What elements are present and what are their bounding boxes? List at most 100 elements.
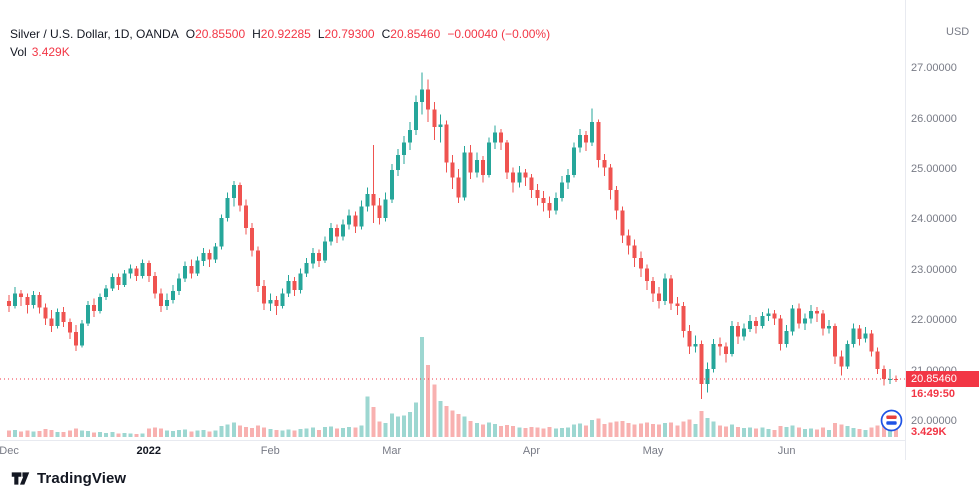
symbol-title[interactable]: Silver / U.S. Dollar, 1D, OANDA — [10, 27, 179, 41]
price-axis[interactable]: USD 20.85460 16:49:50 3.429K 27.00000 26.… — [905, 0, 979, 460]
candle-body — [869, 333, 874, 352]
volume-bar — [608, 422, 613, 437]
volume-bar — [420, 336, 425, 437]
candle-body — [754, 321, 759, 327]
volume-bar — [219, 426, 224, 437]
tradingview-logo[interactable]: TradingView — [10, 468, 126, 489]
candle-body — [499, 132, 504, 143]
volume-bar — [547, 427, 552, 437]
candle-body — [699, 343, 704, 385]
volume-bar — [310, 427, 315, 437]
time-axis[interactable]: Dec 2022 Feb Mar Apr May Jun — [0, 440, 905, 460]
volume-bar — [845, 426, 850, 437]
candle-body — [110, 276, 115, 289]
volume-bar — [304, 428, 309, 437]
candle-body — [723, 346, 728, 354]
candle-body — [55, 312, 60, 327]
volume-bar — [754, 428, 759, 437]
volume-bar — [675, 425, 680, 437]
open-value: 20.85500 — [195, 27, 246, 41]
candle-body — [766, 313, 771, 317]
volume-bar — [778, 426, 783, 437]
volume-bar — [493, 423, 497, 437]
chart-pane[interactable]: Silver / U.S. Dollar, 1D, OANDA O20.85500… — [0, 0, 905, 440]
volume-bar — [693, 423, 698, 437]
volume-bar — [468, 420, 473, 437]
volume-bar — [815, 429, 819, 437]
volume-bar — [250, 428, 254, 437]
volume-bar — [669, 422, 674, 437]
volume-bar — [572, 424, 576, 437]
candle-body — [553, 197, 558, 211]
volume-bar — [316, 430, 321, 437]
volume-bar — [626, 423, 631, 437]
volume-bar — [213, 430, 218, 437]
candle-body — [772, 313, 777, 319]
volume-bar — [723, 426, 728, 437]
close-value: 20.85460 — [390, 27, 441, 41]
candle-body — [116, 276, 121, 285]
candle-body — [602, 160, 607, 168]
volume-bar — [657, 424, 661, 437]
volume-bar — [596, 418, 601, 437]
economic-event-icon[interactable] — [880, 409, 903, 432]
candle-body — [590, 122, 595, 143]
candle-body — [468, 152, 473, 173]
candle-body — [292, 280, 297, 290]
candle-body — [887, 378, 892, 380]
volume-bar — [104, 432, 109, 437]
volume-bar — [456, 414, 461, 437]
candle-body — [73, 332, 78, 346]
candle-body — [213, 246, 218, 260]
candle-body — [517, 172, 522, 183]
volume-bar — [687, 419, 692, 437]
volume-bar — [426, 365, 431, 437]
candle-body — [286, 280, 291, 294]
time-tick-label: 2022 — [136, 445, 161, 457]
candle-body — [231, 185, 236, 198]
candle-body — [158, 293, 163, 307]
candle-body — [322, 241, 327, 261]
volume-bar — [444, 405, 449, 437]
candle-body — [298, 273, 303, 290]
volume-bar — [86, 431, 90, 437]
candle-body — [511, 172, 516, 183]
volume-bar — [869, 427, 874, 437]
volume-bar — [395, 416, 400, 437]
candle-body — [857, 328, 862, 339]
volume-bar — [796, 427, 801, 437]
candle-body — [310, 253, 315, 264]
volume-bar — [383, 423, 388, 437]
low-label: L — [317, 27, 325, 41]
candle-body — [796, 308, 801, 324]
volume-bar — [55, 431, 60, 437]
volume-bar — [808, 428, 813, 437]
volume-bar — [37, 431, 42, 437]
volume-bar — [298, 428, 303, 437]
candle-body — [389, 170, 394, 200]
candle-body — [827, 326, 832, 329]
candle-body — [778, 318, 783, 344]
volume-bar — [189, 431, 194, 437]
high-label: H — [252, 27, 261, 41]
candle-body — [863, 333, 868, 339]
time-tick-label: Feb — [260, 445, 280, 457]
candle-body — [790, 308, 795, 332]
volume-bar — [705, 417, 710, 437]
volume-bar — [341, 428, 346, 437]
candle-body — [802, 318, 807, 324]
volume-bar — [98, 431, 103, 437]
candle-body — [7, 301, 11, 306]
candle-body — [681, 306, 686, 332]
volume-bar — [165, 430, 169, 437]
volume-bar — [280, 430, 285, 437]
candle-body — [189, 265, 194, 274]
candle-body — [201, 253, 206, 261]
volume-bar — [821, 427, 826, 437]
bar-countdown: 16:49:50 — [911, 387, 956, 400]
volume-bar — [614, 421, 619, 437]
volume-bar — [225, 424, 230, 437]
volume-bar — [663, 423, 668, 437]
candlestick-chart[interactable] — [0, 0, 905, 440]
